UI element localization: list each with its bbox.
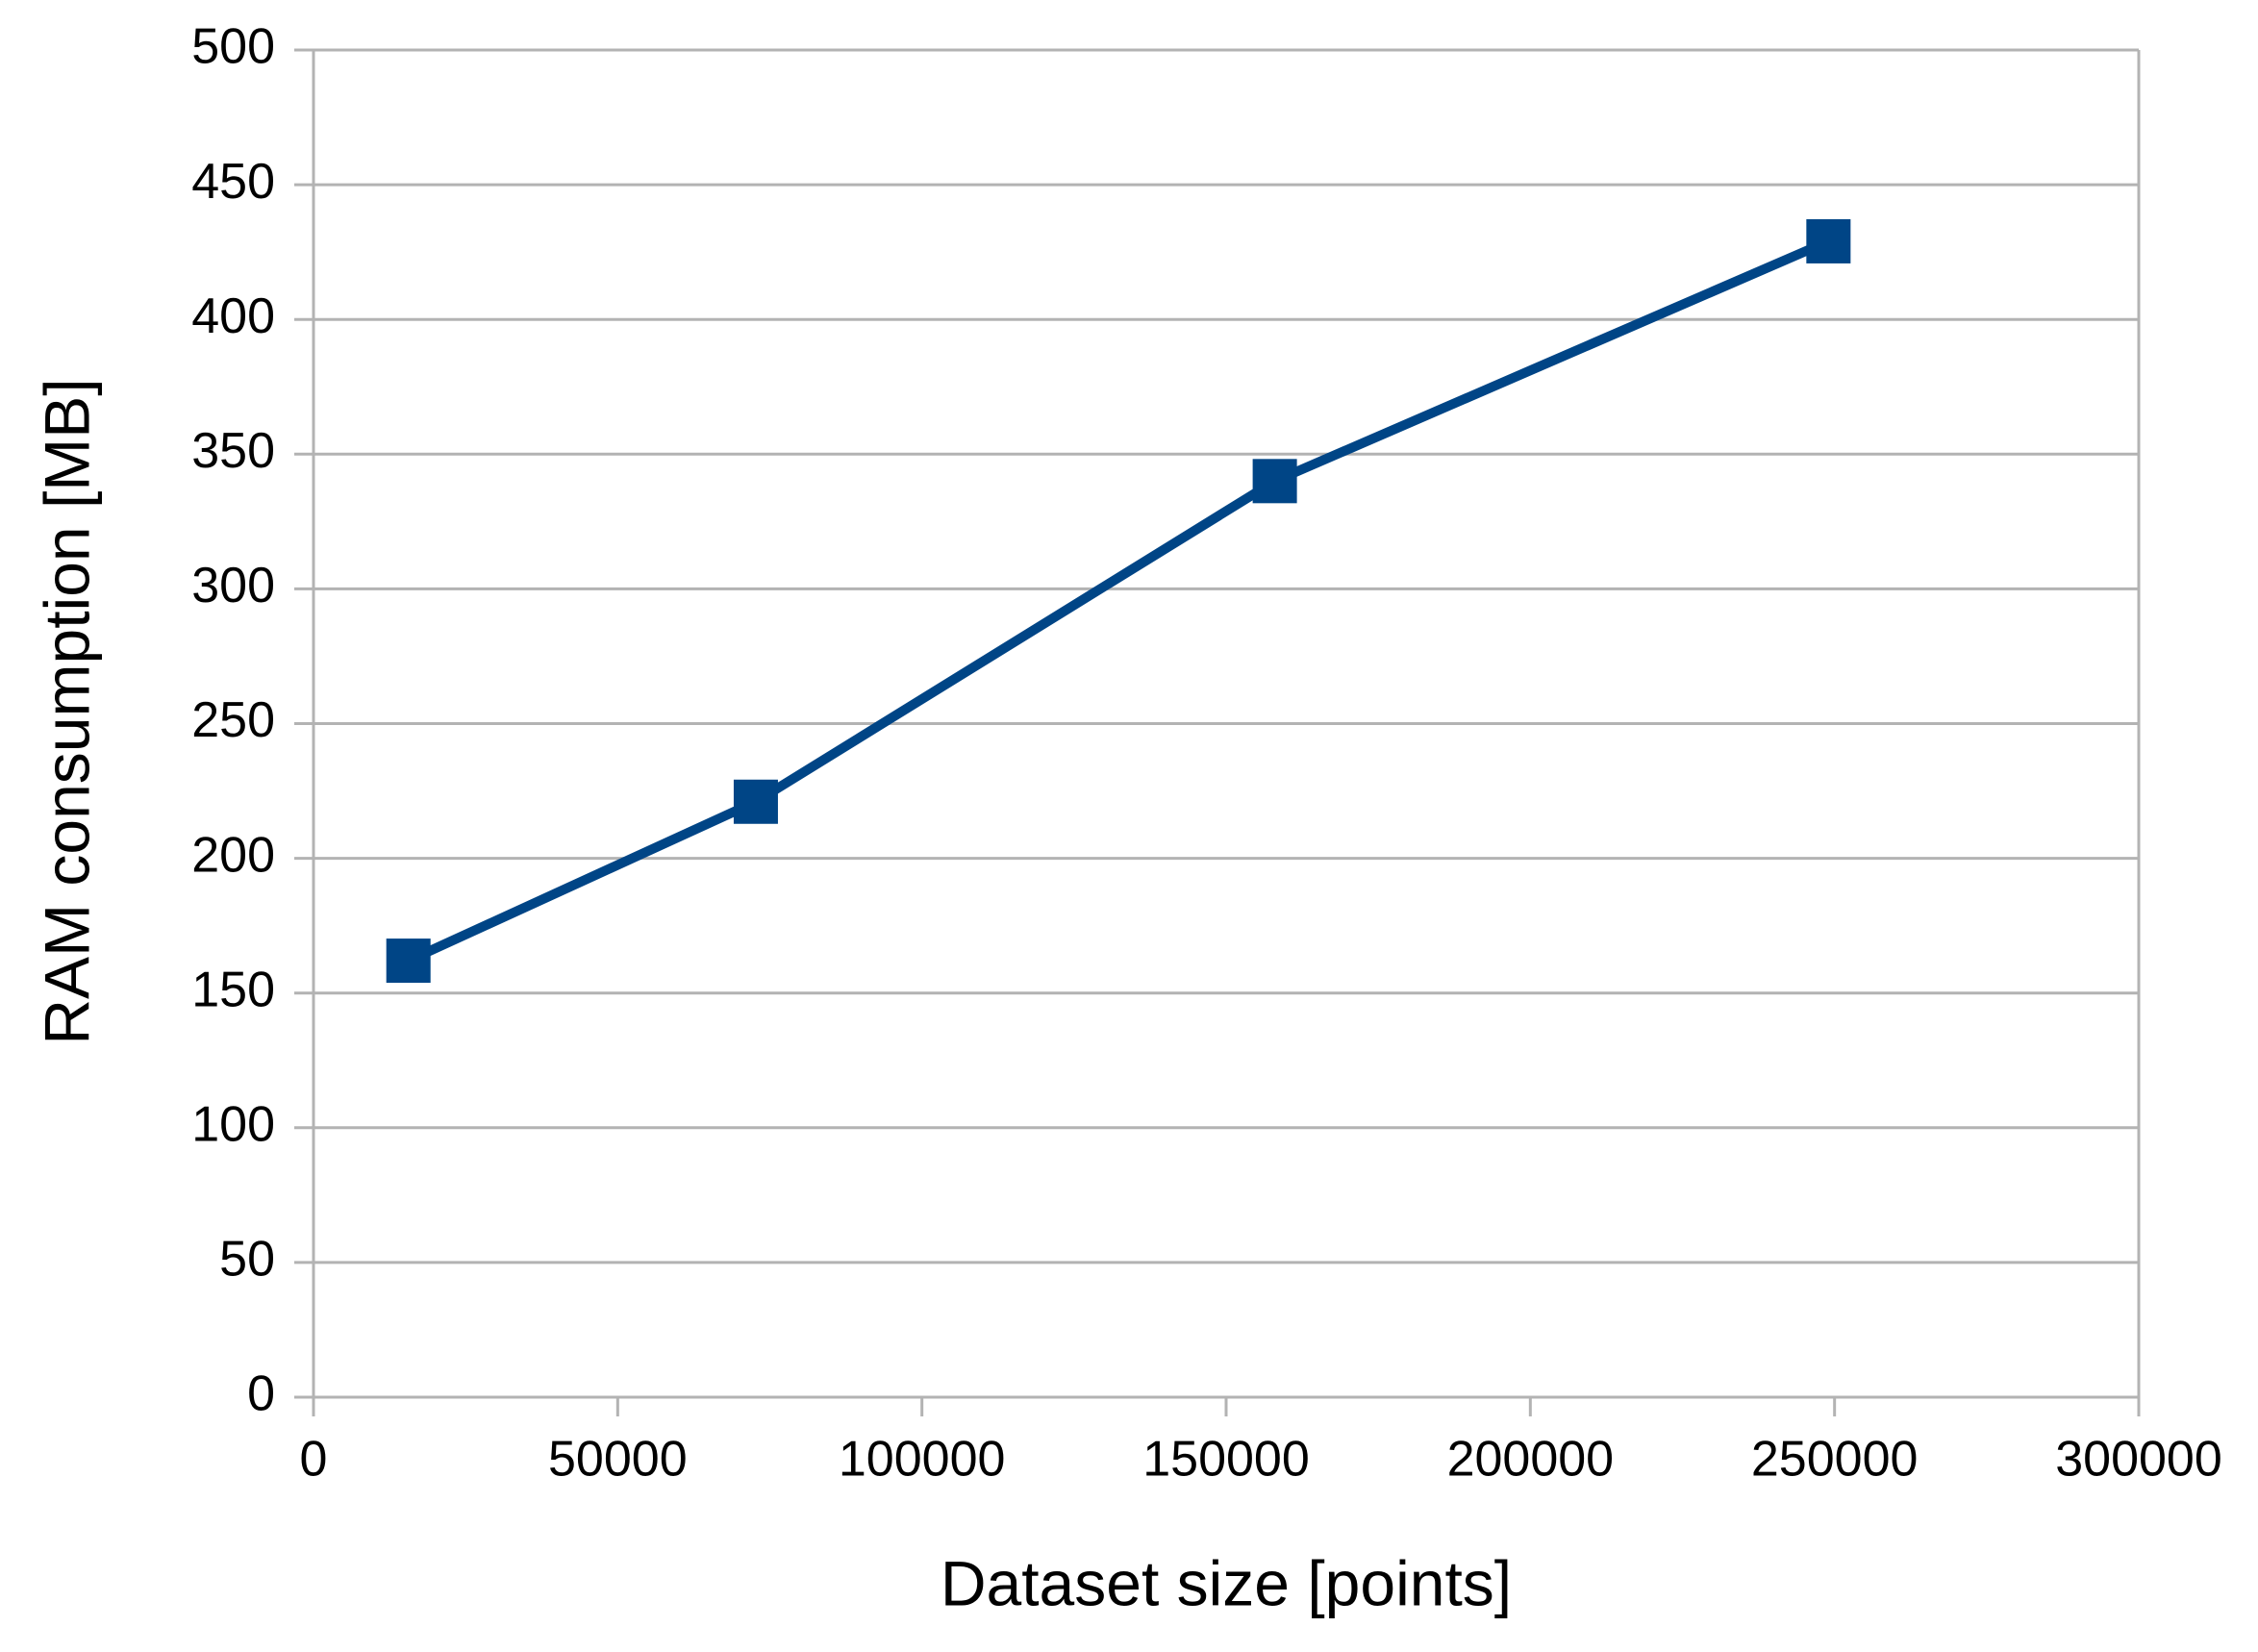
x-tick-label: 50000	[548, 1432, 688, 1488]
y-tick-label: 50	[219, 1232, 275, 1288]
data-point	[1806, 218, 1851, 263]
x-tick-label: 100000	[839, 1432, 1006, 1488]
y-tick-label: 150	[191, 962, 275, 1017]
y-tick-label: 300	[191, 558, 275, 613]
y-tick-label: 350	[191, 423, 275, 479]
x-tick-label: 0	[300, 1432, 328, 1488]
y-tick-label: 450	[191, 154, 275, 210]
series-line	[406, 237, 1831, 965]
x-tick-label: 300000	[2055, 1432, 2222, 1488]
y-tick-label: 100	[191, 1097, 275, 1153]
y-tick-label: 200	[191, 827, 275, 883]
data-point	[1252, 459, 1297, 504]
y-axis-title: RAM consumption [MB]	[31, 378, 102, 1044]
y-tick-label: 250	[191, 692, 275, 748]
y-tick-label: 0	[247, 1366, 275, 1422]
y-tick-label: 400	[191, 288, 275, 344]
x-tick-label: 200000	[1447, 1432, 1615, 1488]
x-axis-title: Dataset size [points]	[941, 1547, 1512, 1618]
data-point	[733, 779, 778, 824]
y-tick-label: 500	[191, 19, 275, 75]
x-tick-label: 250000	[1751, 1432, 1919, 1488]
x-tick-label: 150000	[1142, 1432, 1310, 1488]
data-point	[386, 939, 431, 984]
